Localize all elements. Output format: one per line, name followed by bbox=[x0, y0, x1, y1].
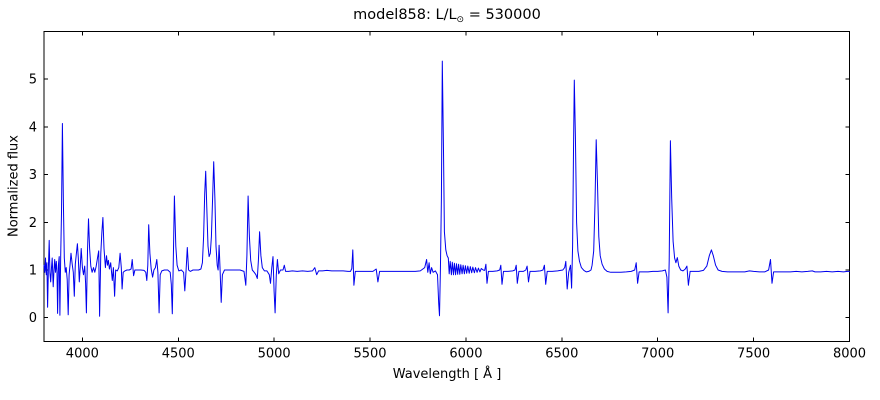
x-tick-label: 5500 bbox=[353, 347, 386, 362]
x-tick-label: 6000 bbox=[449, 347, 482, 362]
y-tick-label: 3 bbox=[29, 168, 37, 183]
x-tick-label: 6500 bbox=[545, 347, 578, 362]
y-tick-label: 2 bbox=[29, 216, 37, 231]
x-tick-label: 4000 bbox=[66, 347, 99, 362]
axes-frame bbox=[43, 31, 850, 342]
y-axis-label: Normalized flux bbox=[6, 135, 22, 237]
spectrum-line bbox=[43, 60, 850, 317]
x-tick-label: 5000 bbox=[258, 347, 291, 362]
x-axis-label: Wavelength [ Å ] bbox=[392, 367, 502, 382]
plot-title-suffix: = 530000 bbox=[464, 7, 541, 23]
y-tick-label: 1 bbox=[29, 263, 37, 278]
plot-title: model858: L/L⊙ = 530000 bbox=[44, 7, 850, 25]
x-tick-label: 7500 bbox=[737, 347, 770, 362]
x-tick-label: 7000 bbox=[641, 347, 674, 362]
sun-symbol: ⊙ bbox=[456, 15, 465, 25]
y-tick-label: 4 bbox=[29, 120, 37, 135]
y-tick-label: 5 bbox=[29, 73, 37, 88]
plot-title-prefix: model858: L/L bbox=[353, 7, 457, 23]
x-tick-label: 4500 bbox=[162, 347, 195, 362]
x-tick-label: 8000 bbox=[833, 347, 866, 362]
y-tick-label: 0 bbox=[29, 311, 37, 326]
